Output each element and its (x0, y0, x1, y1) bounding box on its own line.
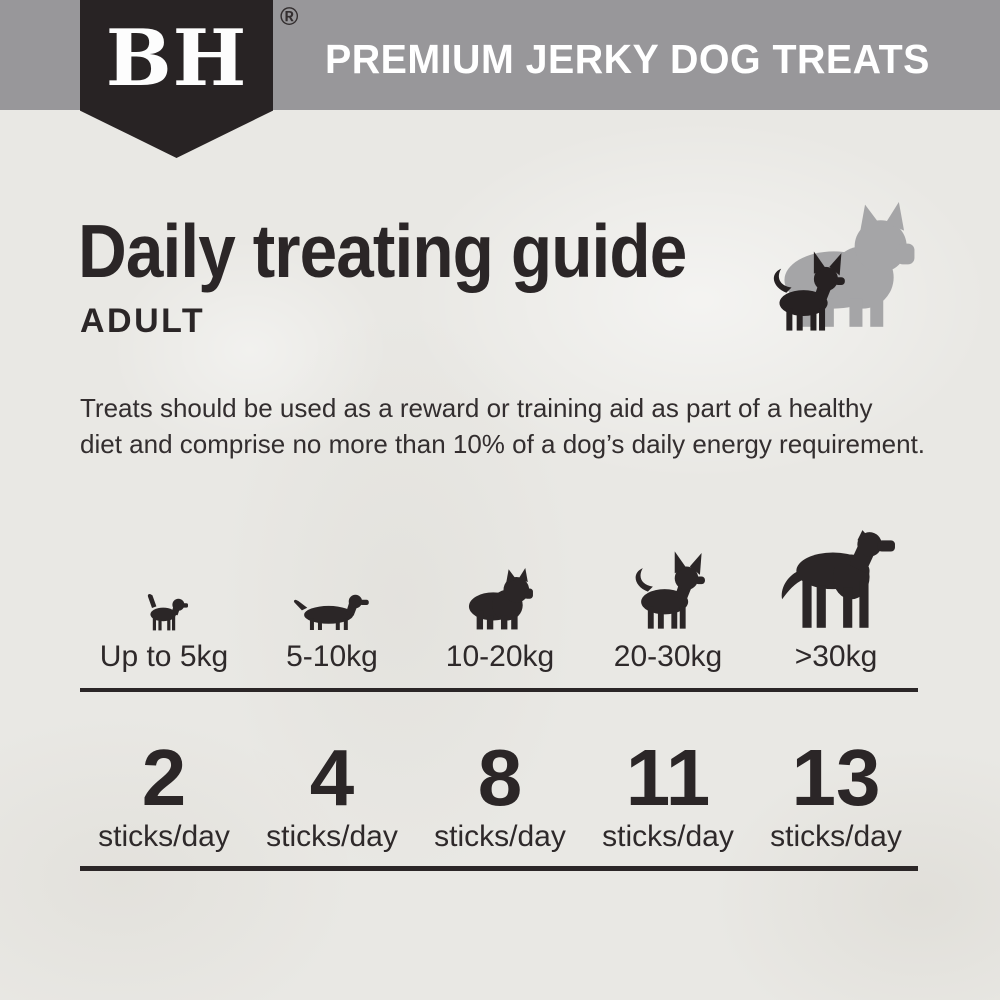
chihuahua-dog-icon (626, 548, 710, 632)
dog-icon-box (626, 528, 710, 632)
product-line-title: PREMIUM JERKY DOG TREATS (325, 36, 930, 82)
sticks-unit-label: sticks/day (770, 820, 902, 853)
sticks-unit-label: sticks/day (434, 820, 566, 853)
registered-trademark-icon: ® (280, 3, 299, 31)
weight-column-20-30kg: 20-30kg (584, 528, 752, 674)
weight-column-10-20kg: 10-20kg (416, 528, 584, 674)
sticks-column-over-30kg: 13 sticks/day (752, 736, 920, 854)
brand-badge: BH (80, 0, 273, 158)
sticks-unit-label: sticks/day (602, 820, 734, 853)
weight-range-label: Up to 5kg (99, 640, 229, 673)
divider-line-bottom (80, 866, 918, 871)
french-bulldog-dog-icon (460, 568, 540, 632)
dachshund-dog-icon (293, 587, 371, 632)
sticks-column-10-20kg: 8 sticks/day (416, 736, 584, 854)
sticks-count: 4 (309, 733, 355, 822)
dog-icon-box (293, 528, 371, 632)
feeding-note-line: Treats should be used as a reward or tra… (80, 393, 873, 423)
weight-range-label: 20-30kg (613, 640, 723, 673)
dog-icon-box (776, 528, 896, 632)
guide-heading: Daily treating guide (78, 209, 687, 293)
weight-range-label: 5-10kg (286, 640, 378, 673)
sticks-unit-label: sticks/day (266, 820, 398, 853)
brand-logo: BH (105, 13, 248, 104)
weight-range-label: >30kg (794, 640, 878, 673)
sticks-column-20-30kg: 11 sticks/day (584, 736, 752, 854)
small-puppy-dog-icon (140, 592, 188, 632)
life-stage-label: ADULT (80, 302, 206, 340)
feeding-note-line: diet and comprise no more than 10% of a … (80, 429, 926, 459)
sticks-count: 8 (477, 733, 523, 822)
sticks-per-day-row: 2 sticks/day 4 sticks/day 8 sticks/day 1… (80, 736, 920, 854)
large-dog-icon (776, 530, 896, 632)
weight-column-5-10kg: 5-10kg (248, 528, 416, 674)
sticks-count: 13 (791, 733, 881, 822)
feeding-note: Treats should be used as a reward or tra… (80, 390, 925, 462)
weight-range-label: 10-20kg (445, 640, 555, 673)
dog-size-comparison-illustration (773, 202, 915, 331)
dog-icon-box (460, 528, 540, 632)
dog-icon-box (140, 528, 188, 632)
sticks-unit-label: sticks/day (98, 820, 230, 853)
divider-line-top (80, 688, 918, 692)
sticks-column-up-to-5kg: 2 sticks/day (80, 736, 248, 854)
weight-column-up-to-5kg: Up to 5kg (80, 528, 248, 674)
sticks-column-5-10kg: 4 sticks/day (248, 736, 416, 854)
weight-range-row: Up to 5kg 5-10kg 10-20kg 20-30kg >30kg (80, 528, 920, 674)
weight-column-over-30kg: >30kg (752, 528, 920, 674)
sticks-count: 11 (625, 733, 711, 822)
sticks-count: 2 (141, 733, 187, 822)
